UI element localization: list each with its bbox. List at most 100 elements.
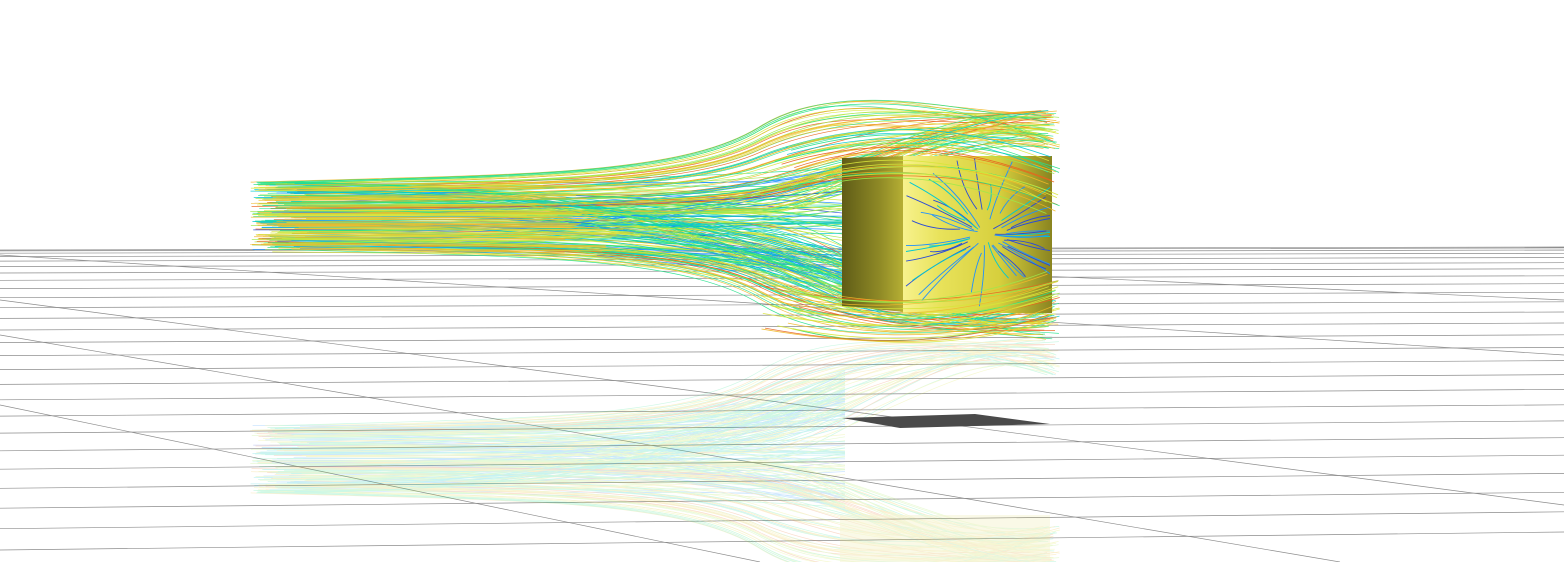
surface-streamline xyxy=(1007,245,1051,267)
surface-streamline xyxy=(970,252,982,293)
streamline xyxy=(290,126,1046,208)
streamline-reflection xyxy=(267,485,1059,561)
streamline-reflection xyxy=(272,345,1053,449)
streamline-reflection xyxy=(258,379,846,492)
streamline-reflection xyxy=(278,443,846,502)
streamline xyxy=(301,111,1050,188)
streamline-reflection xyxy=(277,350,1049,439)
streamline-reflection xyxy=(267,460,1044,536)
streamline-reflection xyxy=(250,492,789,562)
streamline-reflection xyxy=(260,380,846,453)
streamline-reflection xyxy=(276,457,846,470)
streamline xyxy=(264,185,544,189)
streamline-reflection xyxy=(274,432,846,502)
streamline-reflection xyxy=(305,468,1056,549)
streamline-reflection xyxy=(283,389,846,455)
streamline xyxy=(792,177,1047,214)
streamline-reflection xyxy=(266,464,846,485)
streamline-reflection xyxy=(279,477,1046,538)
streamline xyxy=(281,238,590,242)
streamline xyxy=(270,99,1047,183)
streamline xyxy=(792,290,1056,320)
streamline xyxy=(256,108,1054,185)
streamline-reflection xyxy=(306,377,846,474)
streamline-reflection xyxy=(302,444,846,490)
surface-streamline xyxy=(906,241,968,262)
streamline-reflection xyxy=(251,468,1052,560)
streamline-reflection xyxy=(252,343,1047,432)
streamline-reflection xyxy=(298,340,1050,430)
streamline xyxy=(298,234,641,238)
streamline xyxy=(257,238,545,242)
streamline-reflection xyxy=(290,460,1060,530)
streamline-reflection xyxy=(250,339,1044,431)
streamline xyxy=(286,222,569,224)
streamline xyxy=(760,175,1058,206)
surface-streamline xyxy=(1004,239,1045,249)
streamline xyxy=(275,181,624,186)
surface-streamline xyxy=(978,245,985,307)
streamline xyxy=(292,127,1045,211)
streamline-reflection xyxy=(257,397,846,479)
streamline xyxy=(293,238,1042,325)
streamline xyxy=(258,109,1054,186)
streamline-reflection xyxy=(298,422,846,464)
surface-streamline xyxy=(991,245,1017,277)
streamline-reflection xyxy=(259,461,1047,546)
streamlines-front xyxy=(760,129,1061,343)
streamline xyxy=(257,203,588,206)
streamline-reflection xyxy=(299,415,846,427)
streamline xyxy=(765,314,1049,341)
streamline-reflection xyxy=(297,440,846,470)
surface-streamline xyxy=(995,230,1047,235)
streamline-reflection xyxy=(250,463,1049,542)
streamline-reflection xyxy=(301,416,846,475)
surface-streamline xyxy=(998,242,1051,275)
streamline-reflection xyxy=(283,431,846,471)
streamline xyxy=(276,220,561,223)
surface-streamline xyxy=(911,220,960,230)
streamline-reflection xyxy=(303,348,1055,437)
streamline xyxy=(280,139,1047,214)
streamline-reflection xyxy=(307,468,1036,562)
streamline-reflection xyxy=(285,450,846,499)
streamline-reflection xyxy=(299,480,1050,553)
streamline-reflection xyxy=(308,351,1055,448)
streamline xyxy=(794,150,1055,183)
streamline-reflection xyxy=(271,477,1048,559)
streamline xyxy=(780,295,1059,326)
streamline xyxy=(760,286,1049,310)
streamline-reflection xyxy=(300,353,1043,443)
streamline xyxy=(291,242,607,247)
streamline xyxy=(794,163,1047,203)
streamline xyxy=(294,237,1061,327)
streamline-reflection xyxy=(265,439,846,502)
streamline-reflection xyxy=(292,447,846,455)
cube-reflection xyxy=(840,515,1050,562)
streamline-reflection xyxy=(263,373,846,477)
streamline xyxy=(262,197,532,200)
streamline xyxy=(287,194,642,197)
streamline-reflection xyxy=(270,344,1049,429)
streamline xyxy=(263,243,605,247)
streamline-reflection xyxy=(294,469,846,484)
streamline-reflection xyxy=(254,412,846,486)
streamline-reflection xyxy=(269,354,1054,439)
streamline-reflection xyxy=(252,352,1052,454)
streamline-reflection xyxy=(279,414,846,449)
streamline xyxy=(264,241,1053,340)
streamline xyxy=(289,120,1060,191)
streamline-reflection xyxy=(294,469,846,492)
streamline xyxy=(787,129,1050,162)
streamline-reflection xyxy=(261,447,846,454)
streamline-reflection xyxy=(266,355,1055,436)
grid-line xyxy=(0,299,1564,506)
streamline xyxy=(260,228,606,231)
streamline-reflection xyxy=(294,351,1053,453)
surface-streamline xyxy=(999,186,1026,214)
streamline xyxy=(773,280,1059,304)
streamline-reflection xyxy=(293,385,846,429)
streamline-reflection xyxy=(294,456,846,480)
streamline-reflection xyxy=(256,344,1056,434)
